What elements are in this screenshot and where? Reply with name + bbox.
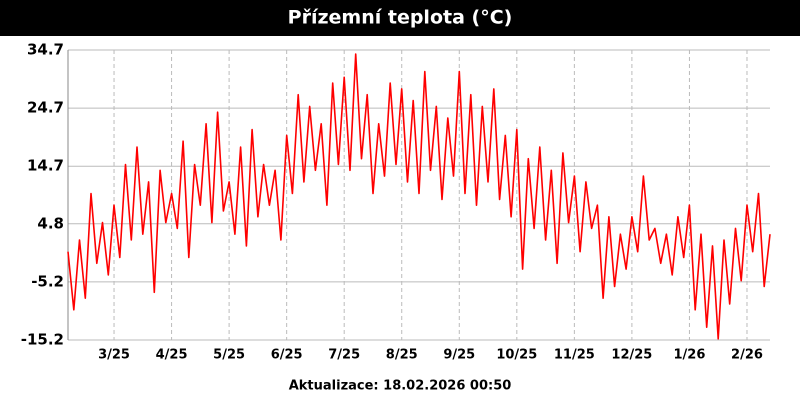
y-tick-label: -15.2 (21, 331, 64, 349)
x-tick-label: 4/25 (156, 348, 188, 363)
x-tick-label: 5/25 (213, 348, 245, 363)
y-tick-label: 24.7 (27, 99, 64, 117)
x-tick-label: 12/25 (611, 348, 652, 363)
x-tick-label: 2/26 (731, 348, 763, 363)
x-tick-label: 9/25 (443, 348, 475, 363)
y-tick-label: 34.7 (27, 41, 64, 59)
x-tick-label: 11/25 (554, 348, 595, 363)
title-bar (0, 0, 800, 36)
x-tick-label: 7/25 (328, 348, 360, 363)
x-tick-label: 6/25 (271, 348, 303, 363)
x-tick-label: 3/25 (98, 348, 130, 363)
x-tick-label: 10/25 (496, 348, 537, 363)
y-tick-label: 4.8 (37, 214, 64, 232)
y-tick-label: -5.2 (31, 272, 64, 290)
y-tick-label: 14.7 (27, 157, 64, 175)
chart-title: Přízemní teplota (°C) (288, 7, 513, 29)
footer: Aktualizace: 18.02.2026 00:50 (289, 379, 512, 394)
x-tick-label: 8/25 (386, 348, 418, 363)
temperature-line (67, 53, 771, 340)
x-tick-label: 1/26 (673, 348, 705, 363)
